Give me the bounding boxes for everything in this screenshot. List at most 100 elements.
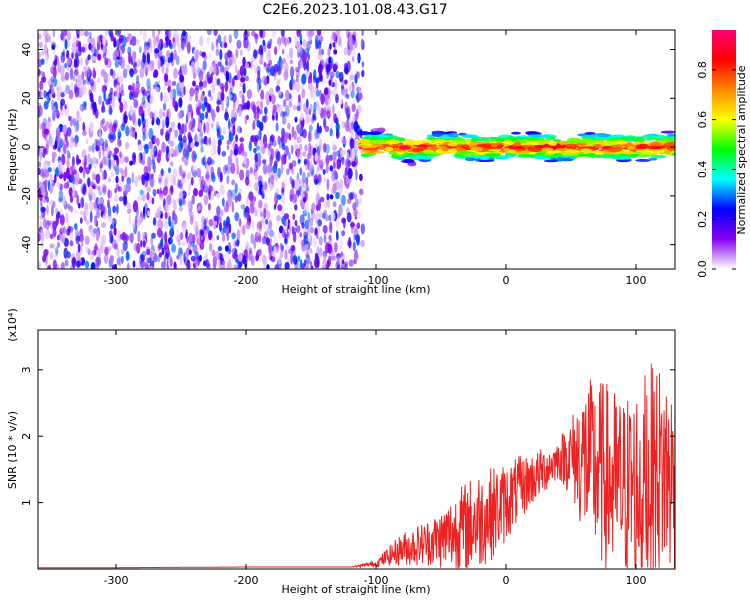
- noise-speckle: [74, 209, 79, 215]
- noise-speckle: [290, 144, 294, 155]
- noise-speckle: [160, 220, 164, 230]
- noise-speckle: [302, 51, 307, 62]
- noise-speckle: [259, 30, 263, 38]
- noise-speckle: [357, 52, 361, 64]
- noise-speckle: [266, 90, 270, 101]
- noise-speckle: [217, 246, 223, 252]
- noise-speckle: [190, 177, 194, 186]
- noise-speckle: [302, 128, 307, 139]
- noise-speckle: [291, 180, 295, 189]
- noise-speckle: [211, 249, 216, 257]
- y-tick-label: -40: [20, 236, 33, 254]
- noise-speckle: [348, 192, 354, 201]
- noise-speckle: [292, 213, 296, 220]
- noise-speckle: [100, 244, 104, 254]
- noise-speckle: [332, 201, 337, 208]
- noise-speckle: [282, 111, 287, 117]
- noise-speckle: [344, 107, 349, 115]
- x-tick-label: -200: [234, 574, 259, 587]
- noise-speckle: [306, 60, 310, 72]
- noise-speckle: [114, 60, 120, 68]
- noise-speckle: [142, 89, 147, 97]
- noise-speckle: [293, 226, 297, 235]
- noise-speckle: [239, 142, 244, 152]
- noise-speckle: [249, 166, 253, 175]
- noise-speckle: [113, 227, 117, 236]
- noise-speckle: [169, 174, 175, 184]
- noise-speckle: [39, 197, 43, 206]
- noise-speckle: [226, 140, 230, 146]
- signal-blob: [635, 158, 651, 162]
- signal-blob: [631, 142, 640, 145]
- noise-speckle: [208, 89, 212, 98]
- noise-speckle: [294, 204, 298, 211]
- signal-blob: [511, 131, 521, 135]
- noise-speckle: [360, 39, 365, 51]
- noise-speckle: [199, 241, 205, 250]
- noise-speckle: [274, 264, 279, 269]
- noise-speckle: [356, 86, 362, 93]
- noise-speckle: [116, 69, 122, 81]
- noise-speckle: [225, 70, 229, 82]
- noise-speckle: [328, 79, 332, 86]
- noise-speckle: [263, 140, 267, 149]
- noise-speckle: [198, 121, 202, 131]
- noise-speckle: [192, 80, 196, 87]
- noise-speckle: [75, 235, 81, 241]
- noise-speckle: [185, 247, 190, 257]
- noise-speckle: [177, 110, 183, 121]
- noise-speckle: [153, 69, 159, 78]
- noise-speckle: [109, 134, 115, 143]
- noise-speckle: [205, 137, 209, 146]
- noise-speckle: [200, 146, 204, 153]
- noise-speckle: [193, 188, 198, 197]
- noise-speckle: [222, 164, 228, 175]
- noise-speckle: [257, 158, 262, 167]
- snr-series-line: [38, 363, 675, 569]
- noise-speckle: [282, 116, 287, 125]
- noise-speckle: [155, 86, 160, 93]
- noise-speckle: [340, 194, 346, 206]
- noise-speckle: [343, 67, 349, 74]
- noise-speckle: [357, 196, 362, 205]
- noise-speckle: [217, 34, 222, 44]
- noise-speckle: [235, 170, 239, 177]
- noise-speckle: [65, 52, 70, 60]
- noise-speckle: [203, 135, 208, 145]
- noise-speckle: [102, 52, 107, 60]
- noise-speckle: [71, 51, 74, 60]
- noise-speckle: [311, 90, 317, 100]
- noise-speckle: [194, 61, 200, 73]
- spectrogram-x-label: Height of straight line (km): [281, 283, 430, 296]
- noise-speckle: [153, 110, 158, 121]
- noise-speckle: [254, 153, 258, 163]
- noise-speckle: [255, 145, 260, 151]
- noise-speckle: [296, 30, 301, 38]
- x-tick-label: 100: [626, 574, 647, 587]
- noise-speckle: [205, 259, 210, 268]
- noise-speckle: [330, 34, 335, 44]
- noise-speckle: [194, 251, 200, 260]
- noise-speckle: [172, 97, 176, 108]
- noise-speckle: [232, 57, 237, 65]
- noise-speckle: [328, 255, 331, 267]
- noise-speckle: [292, 231, 297, 243]
- signal-blob: [648, 157, 658, 161]
- noise-speckle: [236, 229, 241, 241]
- signal-blob: [523, 154, 536, 157]
- noise-speckle: [333, 49, 338, 55]
- noise-speckle: [121, 248, 124, 255]
- noise-speckle: [197, 99, 201, 107]
- noise-speckle: [290, 244, 296, 252]
- signal-blob: [636, 143, 649, 148]
- noise-speckle: [285, 89, 290, 101]
- noise-speckle: [70, 131, 74, 142]
- noise-speckle: [184, 149, 190, 160]
- snr-frame: [37, 329, 676, 570]
- noise-speckle: [288, 162, 292, 170]
- noise-speckle: [360, 223, 365, 235]
- noise-speckle: [273, 46, 278, 56]
- x-tick-label: -100: [364, 574, 389, 587]
- noise-speckle: [192, 67, 197, 78]
- noise-speckle: [73, 63, 78, 69]
